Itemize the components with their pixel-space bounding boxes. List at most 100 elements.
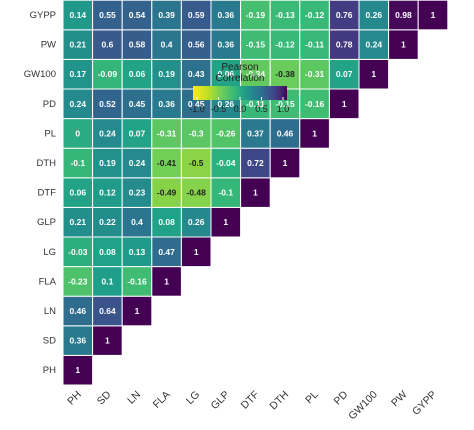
heatmap-cell: [269, 147, 301, 179]
y-axis-label: GLP: [37, 217, 56, 228]
x-axis-label: FLA: [151, 389, 173, 411]
legend-title-line-1: Pearson: [221, 62, 258, 73]
heatmap-cell: [62, 29, 94, 60]
heatmap-cell: [62, 266, 94, 297]
cell-value-label: 1: [223, 217, 228, 227]
heatmap-cell: [180, 118, 212, 149]
cell-value-label: 0.4: [131, 217, 143, 227]
legend-title-line-2: Correlation: [216, 73, 265, 84]
heatmap-cell: [62, 147, 94, 179]
cell-value-label: -0.31: [305, 69, 325, 79]
heatmap-cell: [180, 236, 212, 268]
heatmap-cell: [121, 295, 153, 327]
cell-value-label: -0.13: [275, 10, 295, 20]
cell-value-label: 0.13: [129, 247, 146, 257]
x-axis-label: PH: [65, 389, 84, 408]
heatmap-cell: [388, 29, 419, 60]
heatmap-cell: [240, 177, 271, 208]
heatmap-cell: [180, 206, 212, 238]
heatmap-cell: [151, 88, 182, 120]
cell-value-label: 1: [253, 188, 258, 198]
cell-value-label: 0.12: [99, 188, 116, 198]
heatmap-cell: [151, 177, 182, 208]
cell-value-label: 0.45: [188, 99, 205, 109]
cell-value-label: 0.19: [158, 69, 175, 79]
cell-value-label: -0.31: [157, 128, 177, 138]
cell-value-label: 1: [164, 276, 169, 286]
cell-value-label: 0.55: [99, 10, 116, 20]
cell-value-label: -0.11: [246, 99, 265, 109]
cell-value-label: -0.49: [157, 188, 177, 198]
heatmap-cell: [121, 0, 153, 31]
cell-value-label: 0.36: [70, 336, 87, 346]
cell-value-label: 1: [342, 99, 347, 109]
cell-value-label: 0.72: [247, 158, 264, 168]
heatmap-cell: [210, 118, 242, 149]
y-axis-label: FLA: [39, 276, 57, 287]
cell-value-label: -0.15: [275, 99, 295, 109]
cell-value-label: -0.16: [127, 276, 147, 286]
cell-value-label: 0.56: [188, 40, 205, 50]
cell-value-label: 0.78: [336, 40, 353, 50]
color-legend: Pearson Correlation -1.0 -0.5 0.0 0.5 1.0: [189, 62, 289, 114]
cell-value-label: 0.36: [218, 10, 235, 20]
heatmap-cell: [151, 266, 182, 297]
heatmap-cell: [151, 206, 182, 238]
cell-value-label: -0.09: [98, 69, 118, 79]
cell-value-label: 0.1: [101, 276, 113, 286]
heatmap-cell: [299, 118, 330, 149]
cell-value-label: 0.21: [70, 217, 87, 227]
heatmap-cell: [240, 147, 271, 179]
heatmap-cell: [92, 0, 123, 31]
heatmap-cell: [299, 0, 330, 31]
cell-value-label: 0.08: [158, 217, 175, 227]
y-axis-label: PW: [41, 40, 56, 51]
cell-value-label: -0.23: [68, 276, 88, 286]
cell-value-label: 0.98: [395, 10, 412, 20]
heatmap-cell: [121, 266, 153, 297]
cell-value-label: 0.64: [99, 306, 116, 316]
cell-value-label: -0.26: [216, 128, 236, 138]
cell-value-label: 1: [312, 128, 317, 138]
heatmap-cell: [299, 58, 330, 90]
y-axis-label: PD: [43, 99, 56, 110]
x-axis-label: PL: [303, 389, 321, 407]
cell-value-label: 0.19: [99, 158, 116, 168]
heatmap-cells: 1 0.36 1 0.46 0.64 1 -0.23 0.1 -0.16 1 -0.03 0.08 0.…: [62, 0, 449, 386]
cell-value-label: 1: [194, 247, 199, 257]
cell-value-label: 0.36: [218, 40, 235, 50]
cell-value-label: -0.12: [275, 40, 295, 50]
y-axis-label: PH: [43, 365, 56, 376]
cell-value-label: 0.39: [158, 10, 175, 20]
heatmap-cell: [62, 206, 94, 238]
heatmap-cell: [269, 0, 301, 31]
x-axis-label: DTH: [267, 389, 291, 413]
cell-value-label: 0.36: [158, 99, 175, 109]
cell-value-label: 0.52: [99, 99, 116, 109]
heatmap-cell: [92, 295, 123, 327]
y-axis-label: DTF: [38, 188, 57, 199]
cell-value-label: 0.47: [158, 247, 175, 257]
cell-value-label: 0.37: [247, 128, 264, 138]
cell-value-label: -0.41: [157, 158, 177, 168]
heatmap-cell: [92, 206, 123, 238]
cell-value-label: 1: [431, 10, 436, 20]
cell-value-label: -0.5: [189, 158, 204, 168]
legend-tick-label: 0.5: [255, 104, 268, 114]
cell-value-label: 0.59: [188, 10, 205, 20]
legend-ticks: -1.0 -0.5 0.0 0.5 1.0: [189, 97, 289, 114]
y-axis-label: DTH: [36, 158, 56, 169]
x-axis-label: GYPP: [410, 389, 439, 418]
cell-value-label: 0.24: [70, 99, 87, 109]
heatmap-cell: [180, 0, 212, 31]
cell-value-label: -0.38: [275, 69, 295, 79]
cell-value-label: 1: [401, 40, 406, 50]
cell-value-label: 1: [75, 365, 80, 375]
cell-value-label: 0.06: [70, 188, 87, 198]
heatmap-cell: [388, 0, 419, 31]
cell-value-label: 0.58: [129, 40, 146, 50]
heatmap-cell: [92, 236, 123, 268]
cell-value-label: 0.23: [129, 188, 146, 198]
cell-value-label: 0.21: [70, 40, 87, 50]
